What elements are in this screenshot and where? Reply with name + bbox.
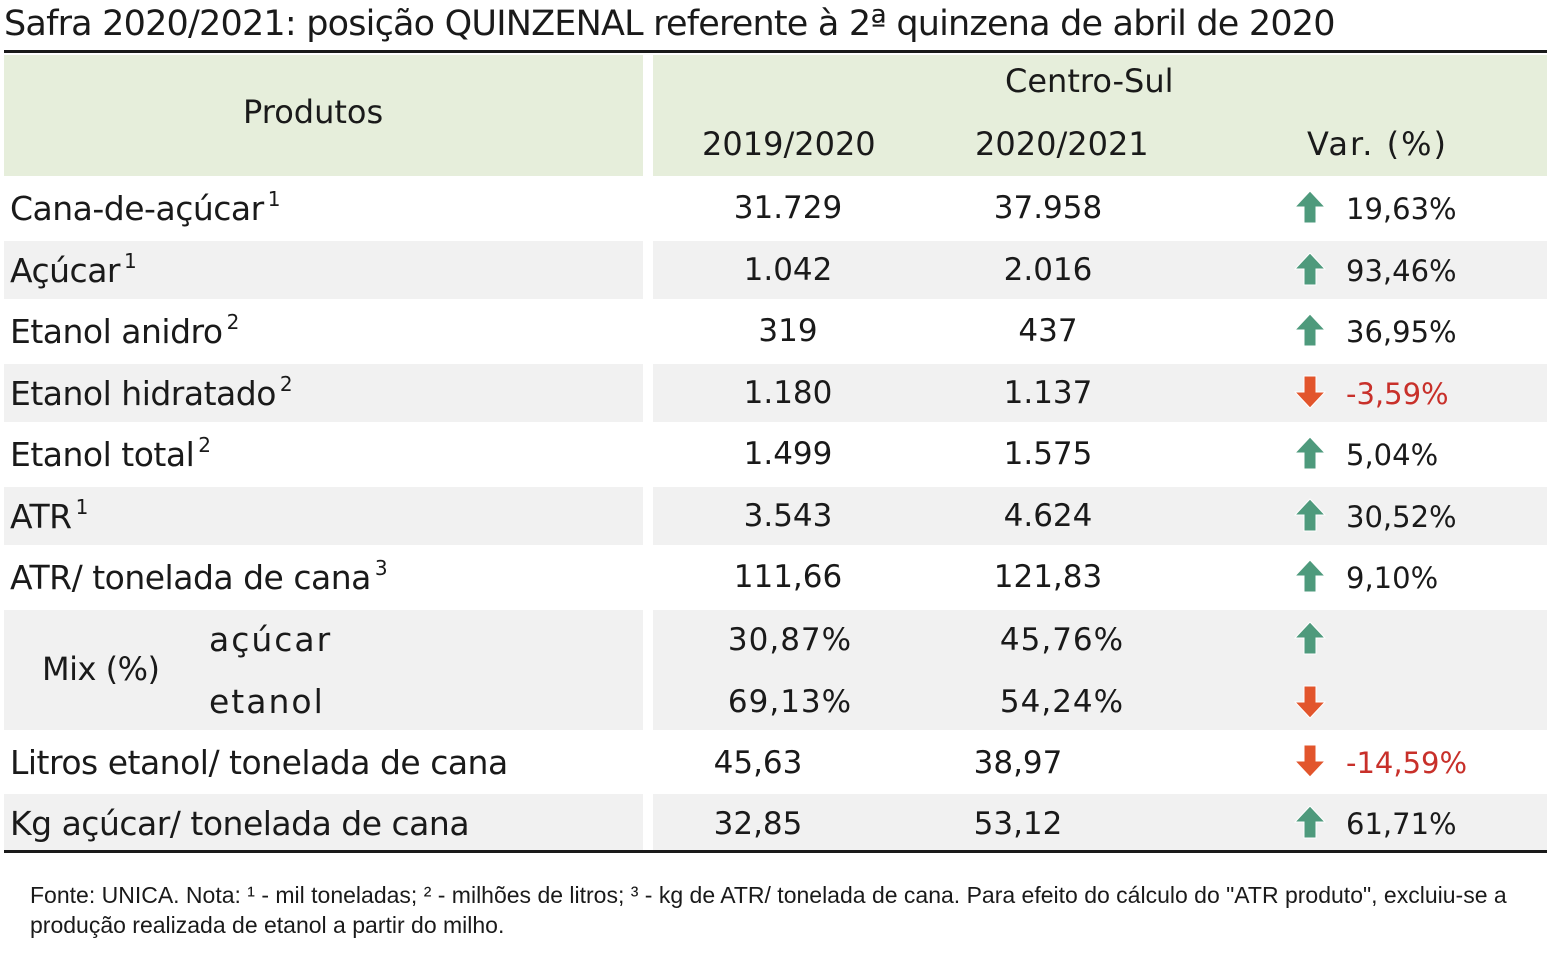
variation: 61,71% <box>1346 807 1457 841</box>
header-col-2020: 2020/2021 <box>975 125 1149 163</box>
row-label: Etanol anidro 2 <box>10 310 239 351</box>
value-2019: 111,66 <box>733 559 843 595</box>
value-2019: 1.180 <box>743 374 833 411</box>
value-2020: 38,97 <box>973 744 1063 781</box>
value-2019: 45,63 <box>713 744 803 781</box>
row-label-text: Açúcar <box>10 250 121 290</box>
header-produtos: Produtos <box>243 93 384 131</box>
row-footnote-mark: 3 <box>374 556 388 580</box>
variation: 93,46% <box>1346 253 1457 288</box>
table-title: Safra 2020/2021: posição QUINZENAL refer… <box>4 4 1336 44</box>
variation: -3,59% <box>1346 376 1449 411</box>
row-footnote-mark: 1 <box>124 248 137 273</box>
value-2019: 32,85 <box>713 806 803 842</box>
row-bg-left-mix <box>4 609 643 730</box>
value-2020: 4.624 <box>1003 497 1093 534</box>
row-footnote-mark: 2 <box>226 310 240 334</box>
variation: 30,52% <box>1346 499 1457 534</box>
row-label-text: Etanol total <box>10 435 195 474</box>
mix-etanol-2020: 54,24% <box>999 683 1125 720</box>
header-products-cell <box>4 55 643 176</box>
arrow-down-icon <box>1293 685 1327 719</box>
value-2020: 37.958 <box>993 190 1103 226</box>
row-label-text: ATR <box>10 496 72 536</box>
row-bg-left-5 <box>4 486 643 545</box>
row-label: ATR 1 <box>10 495 88 536</box>
arrow-up-icon <box>1293 497 1327 531</box>
row-footnote-mark: 2 <box>279 371 293 396</box>
row-label: Açúcar 1 <box>10 248 137 290</box>
variation: 9,10% <box>1346 561 1439 595</box>
mix-acucar-2020: 45,76% <box>999 621 1125 658</box>
row-label: Etanol hidratado 2 <box>10 371 293 413</box>
arrow-up-icon <box>1293 436 1327 470</box>
row-bg-right-3 <box>653 363 1547 422</box>
value-2020: 121,83 <box>993 559 1103 595</box>
variation: 19,63% <box>1346 192 1457 226</box>
arrow-down-icon <box>1293 375 1327 409</box>
header-col-2019: 2019/2020 <box>702 125 876 163</box>
variation: 36,95% <box>1346 315 1457 349</box>
arrow-up-icon <box>1293 251 1327 285</box>
variation: -14,59% <box>1346 745 1468 780</box>
row-bg-right-mix <box>653 609 1547 730</box>
mix-etanol-label: etanol <box>209 681 325 721</box>
row-footnote-mark: 2 <box>198 433 211 457</box>
mix-acucar-2019: 30,87% <box>727 621 853 658</box>
arrow-up-icon <box>1293 805 1327 839</box>
value-2020: 1.575 <box>1003 436 1093 472</box>
row-bg-right-tail1 <box>653 794 1547 853</box>
row-bg-left-1 <box>4 240 643 299</box>
value-2019: 1.499 <box>743 436 833 472</box>
row-footnote-mark: 1 <box>75 494 89 519</box>
arrow-up-icon <box>1293 559 1327 593</box>
mix-etanol-2019: 69,13% <box>727 683 853 720</box>
row-label: Litros etanol/ tonelada de cana <box>10 742 508 782</box>
mix-acucar-label: açúcar <box>209 619 333 659</box>
row-bg-left-tail1 <box>4 794 643 853</box>
value-2019: 3.543 <box>743 497 833 534</box>
row-bg-right-5 <box>653 486 1547 545</box>
value-2019: 31.729 <box>733 190 843 226</box>
row-bg-left-3 <box>4 363 643 422</box>
arrow-up-icon <box>1293 190 1327 224</box>
footnote: Fonte: UNICA. Nota: ¹ - mil toneladas; ²… <box>30 882 1507 938</box>
arrow-down-icon <box>1293 744 1327 778</box>
row-label-text: Cana-de-açúcar <box>10 189 264 228</box>
arrow-up-icon <box>1293 620 1327 654</box>
value-2020: 1.137 <box>1003 374 1093 411</box>
bottom-rule <box>4 850 1547 853</box>
mix-label: Mix (%) <box>42 649 160 688</box>
row-label-text: Etanol anidro <box>10 312 223 351</box>
value-2020: 437 <box>1018 313 1078 349</box>
variation: 5,04% <box>1346 438 1439 472</box>
row-bg-right-1 <box>653 240 1547 299</box>
row-label: ATR/ tonelada de cana 3 <box>10 556 388 597</box>
header-col-var: Var. (%) <box>1307 125 1448 163</box>
row-label-text: ATR/ tonelada de cana <box>10 558 371 597</box>
value-2020: 53,12 <box>973 806 1063 842</box>
header-region: Centro-Sul <box>1005 62 1174 100</box>
row-label: Cana-de-açúcar 1 <box>10 187 280 228</box>
top-rule <box>4 50 1547 53</box>
arrow-up-icon <box>1293 313 1327 347</box>
row-label: Etanol total 2 <box>10 433 211 474</box>
value-2019: 1.042 <box>743 251 833 288</box>
header-region-cell <box>653 55 1547 176</box>
value-2019: 319 <box>758 313 818 349</box>
row-label-text: Etanol hidratado <box>10 373 276 413</box>
row-footnote-mark: 1 <box>267 187 281 211</box>
value-2020: 2.016 <box>1003 251 1093 288</box>
row-label: Kg açúcar/ tonelada de cana <box>10 804 470 843</box>
